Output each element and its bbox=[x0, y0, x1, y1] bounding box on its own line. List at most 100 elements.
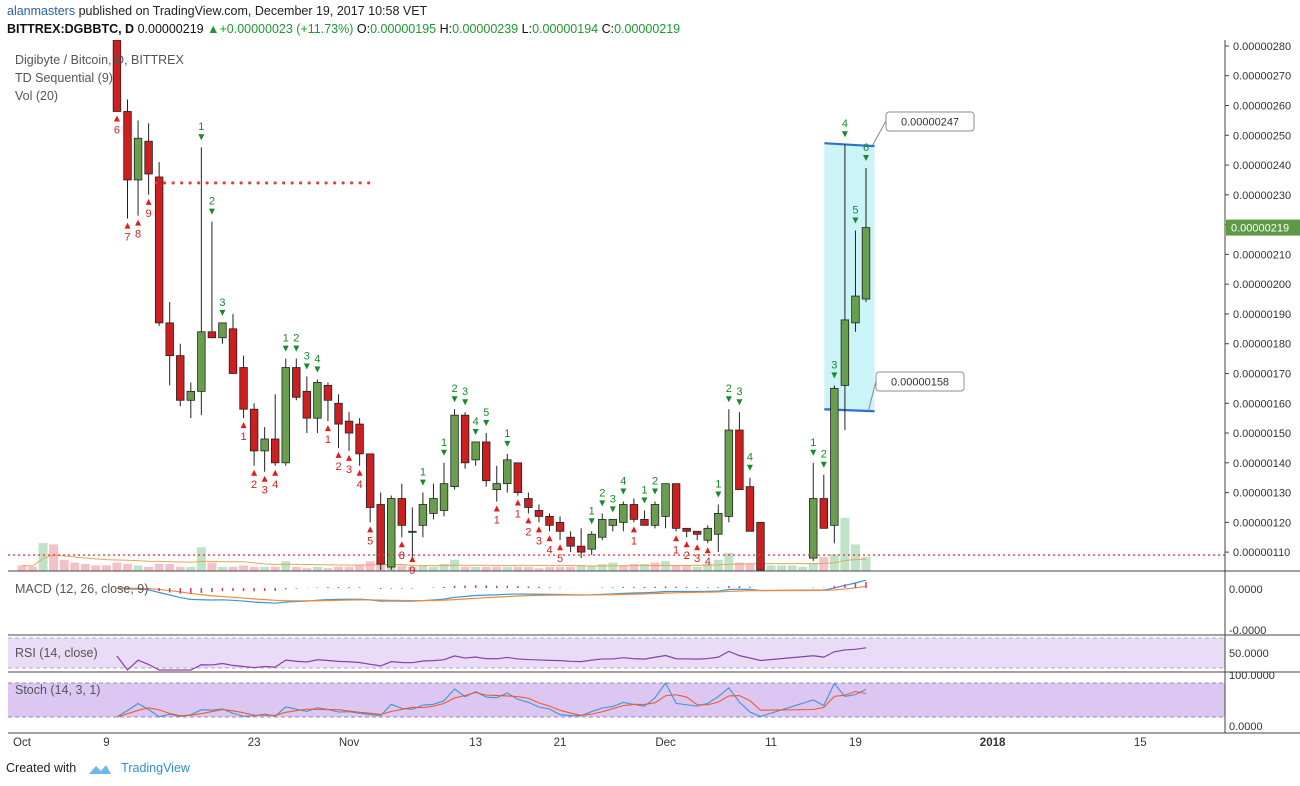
candle-body bbox=[503, 459, 512, 485]
resistance-dot bbox=[316, 181, 320, 185]
volume-bar bbox=[787, 565, 797, 571]
td-buy-count: 4 bbox=[473, 416, 479, 428]
y-tick-label: 0.00000140 bbox=[1233, 458, 1291, 470]
created-with-label: Created with bbox=[6, 761, 77, 775]
candle-body bbox=[545, 516, 554, 526]
last-price-label: 0.00000219 bbox=[1231, 223, 1289, 235]
candle-body bbox=[144, 140, 153, 175]
macd-signal-line bbox=[116, 585, 867, 602]
x-tick-label: 15 bbox=[1134, 737, 1147, 749]
legend-macd: MACD (12, 26, close, 9) bbox=[15, 582, 148, 596]
y-tick-label: 0.00000160 bbox=[1233, 398, 1291, 410]
resistance-dot bbox=[333, 181, 337, 185]
high-label: H: bbox=[439, 22, 453, 36]
td-sell-arrow bbox=[683, 541, 690, 548]
volume-bar bbox=[819, 557, 829, 571]
candle-body bbox=[429, 498, 438, 514]
td-buy-arrow bbox=[504, 440, 511, 447]
resistance-dot bbox=[307, 181, 311, 185]
td-buy-count: 4 bbox=[747, 452, 753, 464]
volume-bar bbox=[334, 566, 343, 571]
volume-bar bbox=[850, 544, 860, 571]
td-sell-arrow bbox=[557, 544, 564, 551]
td-buy-arrow bbox=[293, 345, 300, 352]
resistance-dot bbox=[324, 181, 328, 185]
volume-bar bbox=[154, 564, 164, 571]
td-sell-arrow bbox=[346, 454, 353, 461]
y-tick-label: 0.00000260 bbox=[1233, 101, 1291, 113]
candle-body bbox=[682, 527, 691, 532]
volume-bar bbox=[618, 565, 628, 571]
tradingview-link[interactable]: TradingView bbox=[121, 761, 190, 775]
resistance-dot bbox=[205, 181, 209, 185]
high-value: 0.00000239 bbox=[452, 22, 519, 36]
td-sell-arrow bbox=[335, 451, 342, 458]
volume-bar bbox=[17, 565, 27, 571]
volume-bar bbox=[112, 562, 122, 571]
td-buy-count: 1 bbox=[810, 437, 816, 449]
td-sell-arrow bbox=[135, 219, 142, 226]
candle-body bbox=[123, 111, 132, 181]
td-sell-count: 1 bbox=[515, 509, 521, 521]
volume-bar bbox=[407, 566, 417, 571]
candle-body bbox=[756, 521, 765, 571]
candle-body bbox=[714, 513, 723, 535]
td-buy-count: 5 bbox=[852, 205, 858, 217]
candle-body bbox=[861, 227, 871, 300]
legend-rsi: RSI (14, close) bbox=[15, 646, 98, 660]
author-link[interactable]: alanmasters bbox=[7, 4, 76, 18]
volume-bar bbox=[249, 566, 259, 571]
td-buy-arrow bbox=[303, 363, 310, 370]
candle-body bbox=[555, 521, 565, 532]
td-sell-count: 4 bbox=[705, 556, 711, 568]
candle-body bbox=[735, 429, 744, 491]
td-sell-count: 2 bbox=[684, 550, 690, 562]
candle-body bbox=[851, 295, 860, 324]
td-sell-count: 3 bbox=[694, 553, 700, 565]
tradingview-logo-icon bbox=[88, 764, 111, 774]
indicator-lines bbox=[8, 181, 1225, 718]
candle-body bbox=[450, 414, 459, 488]
volume-bar bbox=[671, 565, 681, 571]
candle-body bbox=[619, 504, 628, 523]
low-value: 0.00000194 bbox=[532, 22, 599, 36]
td-sell-arrow bbox=[251, 469, 258, 476]
td-sell-count: 9 bbox=[146, 208, 152, 220]
td-sell-arrow bbox=[525, 517, 532, 524]
price-change: +0.00000023 (+11.73%) bbox=[219, 22, 354, 36]
volume-bar bbox=[481, 566, 491, 571]
td-buy-arrow bbox=[641, 497, 648, 504]
td-sell-arrow bbox=[240, 422, 247, 429]
td-buy-count: 1 bbox=[504, 428, 510, 440]
volume-bar bbox=[217, 566, 227, 571]
resistance-dot bbox=[222, 181, 226, 185]
td-sell-count: 7 bbox=[124, 232, 130, 244]
up-arrow-icon: ▲ bbox=[207, 22, 220, 36]
x-tick-label: 2018 bbox=[980, 737, 1006, 749]
resistance-dot bbox=[231, 181, 235, 185]
td-sell-count: 2 bbox=[525, 526, 531, 538]
td-sell-arrow bbox=[398, 541, 405, 548]
td-buy-arrow bbox=[715, 491, 722, 498]
td-buy-arrow bbox=[282, 345, 289, 352]
open-label: O: bbox=[356, 22, 371, 36]
candle-body bbox=[524, 498, 533, 508]
td-buy-arrow bbox=[462, 399, 469, 406]
y-tick-label: 0.00000250 bbox=[1233, 130, 1291, 142]
td-buy-arrow bbox=[208, 208, 215, 215]
resistance-dot bbox=[350, 181, 354, 185]
candle-body bbox=[270, 438, 280, 464]
td-sell-arrow bbox=[145, 198, 152, 205]
td-buy-arrow bbox=[419, 479, 426, 486]
sub-tick-label: 0.0000 bbox=[1229, 584, 1263, 596]
candles bbox=[112, 40, 871, 571]
axes: 0.00000280 0.00000270 0.00000260 0.00000250… bbox=[8, 40, 1300, 749]
x-tick-label: 21 bbox=[554, 737, 567, 749]
y-tick-label: 0.00000230 bbox=[1233, 190, 1291, 202]
candle-body bbox=[186, 390, 195, 401]
y-tick-label: 0.00000210 bbox=[1233, 249, 1291, 261]
td-buy-count: 3 bbox=[304, 350, 310, 362]
y-tick-label: 0.00000180 bbox=[1233, 339, 1291, 351]
volume-bar bbox=[165, 564, 175, 571]
